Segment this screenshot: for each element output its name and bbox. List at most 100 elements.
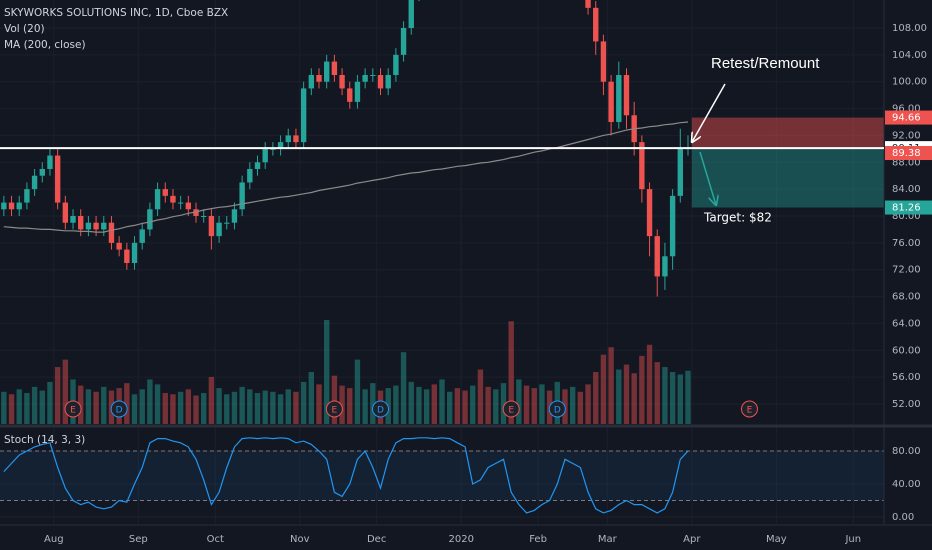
volume-bar [446, 391, 453, 424]
event-marker [740, 400, 758, 418]
volume-bar [408, 381, 414, 424]
candle-body [408, 0, 414, 28]
volume-bar [639, 355, 645, 424]
stoch-band [0, 451, 884, 501]
volume-bar [170, 394, 176, 424]
volume-bar [423, 389, 430, 424]
candle-body [177, 202, 184, 204]
y-tick-label: 104.00 [892, 50, 927, 61]
grid [0, 0, 884, 525]
x-tick-label: Mar [598, 534, 618, 545]
volume-bar [470, 385, 476, 424]
candle-body [170, 195, 176, 203]
y-tick-label: 108.00 [892, 23, 927, 34]
candle-body [8, 202, 15, 210]
y-tick-label: 60.00 [892, 345, 921, 356]
volume-bar [347, 388, 353, 424]
axes: Aug Sep Oct Nov Dec 2020 Feb Mar Apr May Jun 52.00 5… [44, 23, 932, 545]
y-tick-label: 64.00 [892, 318, 921, 329]
event-label: E [332, 406, 338, 416]
volume-bar [523, 385, 530, 424]
volume-bar [16, 389, 22, 424]
candle-body [362, 74, 368, 82]
price-badge-label: 94.66 [892, 113, 921, 124]
event-marker [502, 400, 520, 418]
candle-body [339, 74, 345, 89]
volume-bar [201, 393, 207, 424]
event-marker [372, 400, 390, 418]
volume-bar [462, 390, 468, 424]
stoch-label: Stoch (14, 3, 3) [4, 434, 85, 446]
volume-bar [339, 385, 345, 424]
volume-bar [616, 369, 622, 424]
volume-bar [600, 354, 607, 424]
volume-bar [493, 389, 499, 424]
volume-bar [370, 383, 376, 424]
candle-body [124, 249, 130, 263]
volume-bar [262, 390, 268, 424]
volume-bar [285, 389, 291, 424]
x-tick-label: Jun [844, 534, 861, 545]
volume-bar [477, 369, 484, 424]
volume-bar [147, 379, 153, 424]
candle-body [39, 168, 45, 176]
price-badge [885, 200, 932, 215]
candle-body [585, 0, 591, 8]
event-marker [325, 400, 343, 418]
candle-body [231, 209, 238, 223]
volume-bar [324, 320, 330, 424]
volume-bar [154, 384, 161, 424]
volume-bar [162, 393, 168, 424]
volume-bar [54, 367, 61, 424]
candle-body [277, 142, 284, 149]
ma-line [3, 121, 689, 233]
candle-body [78, 215, 84, 230]
event-label: D [554, 406, 561, 416]
event-label: D [116, 406, 123, 416]
volume-bar [608, 347, 614, 424]
candle-body [324, 61, 330, 82]
volume-bar [569, 386, 576, 424]
candle-body [147, 209, 153, 230]
volume-bar [208, 376, 215, 424]
candle-body [608, 81, 614, 122]
candle-body [639, 142, 645, 190]
volume-bar [516, 379, 522, 424]
x-tick-label: Apr [683, 534, 701, 545]
candle-body [254, 162, 261, 169]
volume-bar [416, 386, 422, 424]
volume-bar [362, 389, 368, 424]
volume-bar [454, 388, 461, 424]
volume-bar [216, 388, 222, 424]
price-badge-label: 81.26 [892, 203, 921, 214]
volume-bar [669, 372, 676, 424]
volume-bar [39, 390, 45, 424]
candle-body [300, 88, 307, 143]
candle-body [308, 74, 315, 89]
price-badge [885, 110, 932, 125]
event-label: E [508, 406, 514, 416]
volume-bar [500, 383, 507, 424]
annotation-arrow [692, 83, 726, 142]
candle-body [616, 74, 622, 122]
candle-body [208, 215, 215, 237]
volume-bar [577, 391, 584, 424]
candle-body [270, 148, 276, 150]
volume-bar [24, 393, 30, 424]
candle-body [154, 189, 161, 210]
volume-bar [177, 391, 184, 424]
candle-body [101, 222, 107, 230]
y-tick-label: 80.00 [892, 211, 921, 222]
volume-bar [8, 394, 15, 424]
volume-bar [231, 391, 238, 424]
volume-bar [400, 352, 407, 424]
event-label: D [377, 406, 384, 416]
volume-bar [101, 386, 107, 424]
volume-bar [62, 359, 69, 424]
volume-bar [593, 372, 599, 424]
volume-bar [539, 384, 545, 424]
volume-bar [93, 391, 99, 424]
volume-bar [224, 394, 230, 424]
candle-body [247, 168, 253, 183]
